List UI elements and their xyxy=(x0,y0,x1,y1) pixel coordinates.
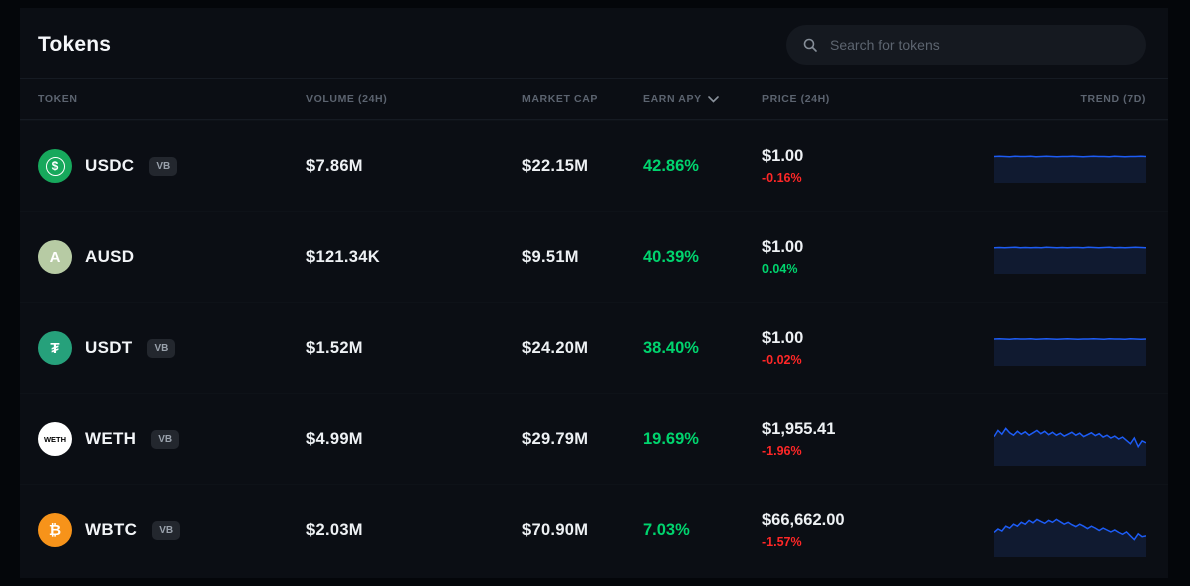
price-change: -1.57% xyxy=(762,535,802,549)
trend-sparkline xyxy=(994,337,1146,366)
price-cell: $1.00 -0.16% xyxy=(762,147,993,185)
token-cell: ₿ WBTC VB xyxy=(38,513,306,547)
price-change: -0.02% xyxy=(762,353,802,367)
volume-value: $4.99M xyxy=(306,429,363,448)
column-header-price[interactable]: PRICE (24H) xyxy=(762,93,830,105)
price-cell: $66,662.00 -1.57% xyxy=(762,511,993,549)
earn-apy-value: 7.03% xyxy=(643,520,690,539)
column-header-earn-apy[interactable]: EARN APY xyxy=(643,93,762,105)
ausd-icon: A xyxy=(38,240,72,274)
earn-apy-value: 40.39% xyxy=(643,247,699,266)
price-change: -0.16% xyxy=(762,171,802,185)
price-cell: $1.00 0.04% xyxy=(762,238,993,276)
column-header-volume[interactable]: VOLUME (24H) xyxy=(306,93,388,105)
price-cell: $1.00 -0.02% xyxy=(762,329,993,367)
table-row[interactable]: ₿ WBTC VB $2.03M $70.90M 7.03% $66,662.0… xyxy=(20,484,1168,575)
table-row[interactable]: ₮ USDT VB $1.52M $24.20M 38.40% $1.00 -0… xyxy=(20,302,1168,393)
trend-cell xyxy=(993,240,1146,274)
market-cap-value: $29.79M xyxy=(522,429,589,448)
price-value: $66,662.00 xyxy=(762,511,845,529)
search-bar[interactable] xyxy=(786,25,1146,65)
page-title: Tokens xyxy=(38,33,112,56)
price-change: -1.96% xyxy=(762,444,802,458)
table-header: TOKEN VOLUME (24H) MARKET CAP EARN APY P… xyxy=(20,78,1168,120)
topbar: Tokens xyxy=(20,8,1168,78)
earn-apy-value: 19.69% xyxy=(643,429,699,448)
volume-value: $1.52M xyxy=(306,338,363,357)
earn-apy-value: 38.40% xyxy=(643,338,699,357)
search-icon xyxy=(803,38,817,52)
price-value: $1.00 xyxy=(762,329,804,347)
trend-sparkline xyxy=(994,246,1146,274)
trend-cell xyxy=(993,412,1146,466)
price-cell: $1,955.41 -1.96% xyxy=(762,420,993,458)
table-row[interactable]: WETH WETH VB $4.99M $29.79M 19.69% $1,95… xyxy=(20,393,1168,484)
token-cell: $ USDC VB xyxy=(38,149,306,183)
trend-sparkline xyxy=(994,155,1146,183)
table-row[interactable]: $ USDC VB $7.86M $22.15M 42.86% $1.00 -0… xyxy=(20,120,1168,211)
market-cap-value: $22.15M xyxy=(522,156,589,175)
search-input[interactable] xyxy=(828,36,1130,54)
token-cell: ₮ USDT VB xyxy=(38,331,306,365)
price-value: $1.00 xyxy=(762,147,804,165)
token-cell: WETH WETH VB xyxy=(38,422,306,456)
market-cap-value: $70.90M xyxy=(522,520,589,539)
table-row[interactable]: A AUSD $121.34K $9.51M 40.39% $1.00 0.04… xyxy=(20,211,1168,302)
volume-value: $121.34K xyxy=(306,247,380,266)
weth-icon: WETH xyxy=(38,422,72,456)
vb-badge: VB xyxy=(147,338,176,358)
trend-sparkline xyxy=(994,427,1146,466)
token-symbol: WBTC xyxy=(85,520,138,539)
wbtc-icon: ₿ xyxy=(38,513,72,547)
token-symbol: WETH xyxy=(85,429,137,448)
token-cell: A AUSD xyxy=(38,240,306,274)
usdt-icon: ₮ xyxy=(38,331,72,365)
column-header-trend[interactable]: TREND (7D) xyxy=(1080,93,1146,105)
volume-value: $2.03M xyxy=(306,520,363,539)
trend-cell xyxy=(993,149,1146,183)
market-cap-value: $9.51M xyxy=(522,247,579,266)
vb-badge: VB xyxy=(151,429,180,449)
market-cap-value: $24.20M xyxy=(522,338,589,357)
token-symbol: AUSD xyxy=(85,247,135,266)
trend-cell xyxy=(993,503,1146,557)
price-value: $1.00 xyxy=(762,238,804,256)
token-symbol: USDC xyxy=(85,156,135,175)
trend-cell xyxy=(993,330,1146,366)
chevron-down-icon xyxy=(707,95,719,103)
column-header-market-cap[interactable]: MARKET CAP xyxy=(522,93,598,105)
usdc-icon: $ xyxy=(38,149,72,183)
token-symbol: USDT xyxy=(85,338,133,357)
volume-value: $7.86M xyxy=(306,156,363,175)
price-value: $1,955.41 xyxy=(762,420,836,438)
trend-sparkline xyxy=(994,518,1146,557)
column-header-token[interactable]: TOKEN xyxy=(38,93,78,105)
tokens-panel: Tokens TOKEN VOLUME (24H) MARKET CAP EAR… xyxy=(20,8,1168,578)
vb-badge: VB xyxy=(152,520,181,540)
vb-badge: VB xyxy=(149,156,178,176)
earn-apy-value: 42.86% xyxy=(643,156,699,175)
price-change: 0.04% xyxy=(762,262,798,276)
